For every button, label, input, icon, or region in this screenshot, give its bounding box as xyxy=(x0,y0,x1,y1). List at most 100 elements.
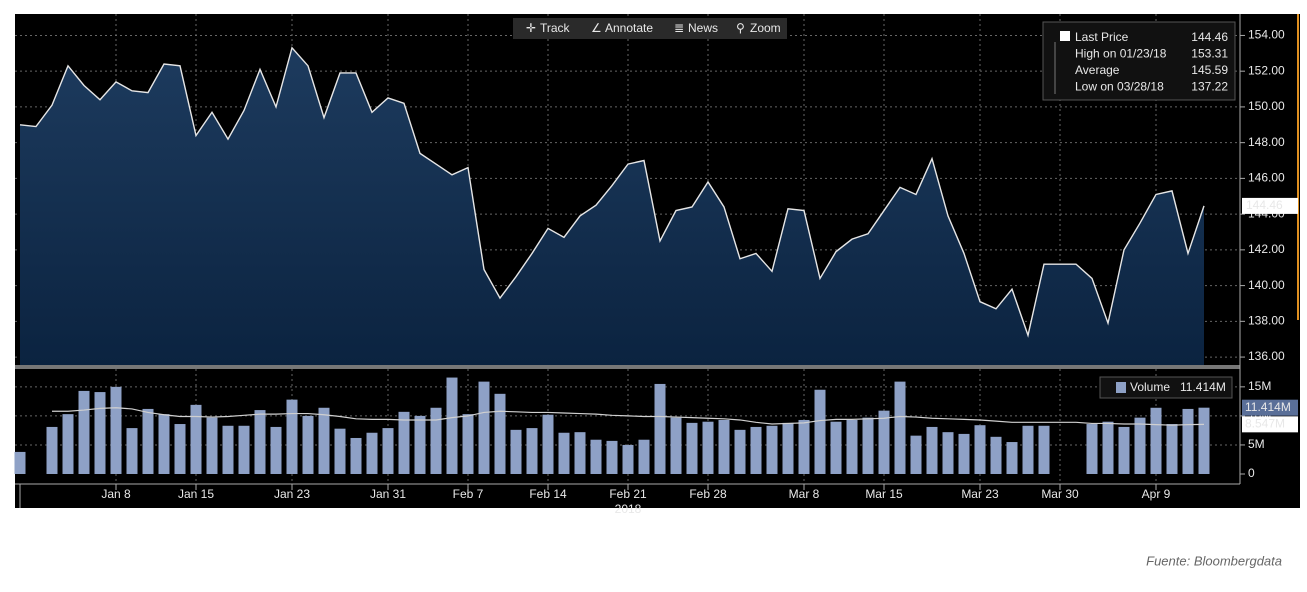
volume-bar xyxy=(1198,407,1210,474)
toolbar-button: News xyxy=(688,21,718,35)
x-tick-label: Jan 31 xyxy=(370,487,406,501)
legend-swatch xyxy=(1060,31,1070,41)
x-tick-label: Jan 23 xyxy=(274,487,310,501)
volume-bar xyxy=(302,415,314,474)
volume-bar xyxy=(238,425,250,474)
legend-value: 11.414M xyxy=(1180,380,1226,394)
y-tick-label: 15M xyxy=(1248,379,1271,393)
average-marker xyxy=(1242,416,1298,433)
price-area xyxy=(20,47,1204,366)
legend-swatch xyxy=(1116,382,1126,393)
x-tick-label: Feb 21 xyxy=(609,487,647,501)
x-tick-label: Jan 8 xyxy=(101,487,131,501)
volume-bar xyxy=(606,440,618,474)
volume-bar xyxy=(654,383,666,474)
toolbar-icon: ⚲ xyxy=(736,21,745,35)
volume-bar xyxy=(1182,408,1194,474)
volume-bar xyxy=(718,419,730,474)
volume-bar xyxy=(542,414,554,474)
source: Fuente: Bloombergdata xyxy=(1146,553,1282,568)
volume-bar xyxy=(1006,442,1018,474)
volume-bar xyxy=(1102,421,1114,474)
y-tick-label: 146.00 xyxy=(1248,171,1285,185)
volume-bar xyxy=(158,414,170,474)
x-tick-label: Apr 9 xyxy=(1142,487,1171,501)
volume-bar xyxy=(430,407,442,474)
legend: Volume 11.414M xyxy=(1099,376,1233,399)
volume-bar xyxy=(766,425,778,474)
volume-bar xyxy=(814,389,826,474)
y-tick-label: 154.00 xyxy=(1248,28,1285,42)
y-tick-label: 136.00 xyxy=(1248,349,1285,363)
legend-label: Average xyxy=(1075,63,1120,77)
volume-bar xyxy=(1134,417,1146,474)
last-price-label: 144.46 xyxy=(1246,198,1283,212)
volume-bar xyxy=(558,432,570,474)
volume-bar xyxy=(926,426,938,474)
volume-bar xyxy=(318,407,330,474)
average-marker-label: 8.547M xyxy=(1245,417,1285,431)
legend: Last Price 144.46 High on 01/23/18 153.31 Av… xyxy=(1042,21,1236,101)
volume-bar xyxy=(78,390,90,474)
price-line xyxy=(19,46,1205,338)
x-tick-label: Feb 7 xyxy=(453,487,484,501)
legend-label: Low on 03/28/18 xyxy=(1075,80,1164,94)
toolbar xyxy=(513,18,787,39)
volume-bar xyxy=(14,451,26,474)
volume-bar xyxy=(894,381,906,474)
volume-bar xyxy=(366,432,378,474)
toolbar-icon: ≣ xyxy=(674,21,684,35)
volume-bar xyxy=(574,432,586,474)
volume-bar xyxy=(494,393,506,474)
legend-value: 137.22 xyxy=(1191,80,1228,94)
y-tick-label: 0 xyxy=(1248,466,1255,480)
y-tick-label: 138.00 xyxy=(1248,314,1285,328)
volume-bar xyxy=(62,414,74,474)
legend-label: High on 01/23/18 xyxy=(1075,47,1167,61)
year-label: 2018 xyxy=(615,502,642,516)
volume-bar xyxy=(670,417,682,474)
volume-bar xyxy=(174,424,186,474)
last-price-marker xyxy=(1242,197,1298,214)
x-tick-label: Feb 14 xyxy=(529,487,567,501)
legend-label: Last Price xyxy=(1075,30,1129,44)
y-tick-label: 5M xyxy=(1248,437,1265,451)
volume-bar xyxy=(1086,424,1098,474)
volume-bar xyxy=(878,410,890,474)
volume-bar xyxy=(478,381,490,474)
legend-box xyxy=(1099,376,1233,399)
volume-bar xyxy=(414,415,426,474)
toolbar-icon: ✛ xyxy=(526,21,536,35)
volume-bar xyxy=(270,426,282,474)
volume-bar xyxy=(382,428,394,474)
volume-average-line xyxy=(52,407,1205,426)
volume-bar xyxy=(958,433,970,474)
y-tick-label: 148.00 xyxy=(1248,135,1285,149)
volume-bar xyxy=(110,386,122,474)
panel-separator xyxy=(15,365,1240,369)
volume-bar xyxy=(142,408,154,474)
legend-label: Volume xyxy=(1130,380,1170,394)
volume-bar xyxy=(446,377,458,474)
volume-bar xyxy=(46,426,58,474)
volume-bar xyxy=(942,432,954,474)
volume-bar xyxy=(846,419,858,474)
volume-bar xyxy=(1150,407,1162,474)
volume-bar xyxy=(1118,426,1130,474)
volume-bar xyxy=(510,429,522,474)
volume-bar xyxy=(798,419,810,474)
volume-bar xyxy=(94,392,106,474)
volume-bar xyxy=(862,417,874,474)
volume-bar xyxy=(206,417,218,474)
volume-bar xyxy=(334,428,346,474)
legend-value: 144.46 xyxy=(1191,30,1228,44)
x-tick-label: Mar 8 xyxy=(789,487,820,501)
volume-marker-label: 11.414M xyxy=(1245,400,1291,414)
volume-bar xyxy=(1022,425,1034,474)
legend-value: 153.31 xyxy=(1191,47,1228,61)
volume-bar xyxy=(462,414,474,474)
x-tick-label: Mar 23 xyxy=(961,487,999,501)
volume-bar xyxy=(686,422,698,474)
volume-bar xyxy=(910,435,922,474)
